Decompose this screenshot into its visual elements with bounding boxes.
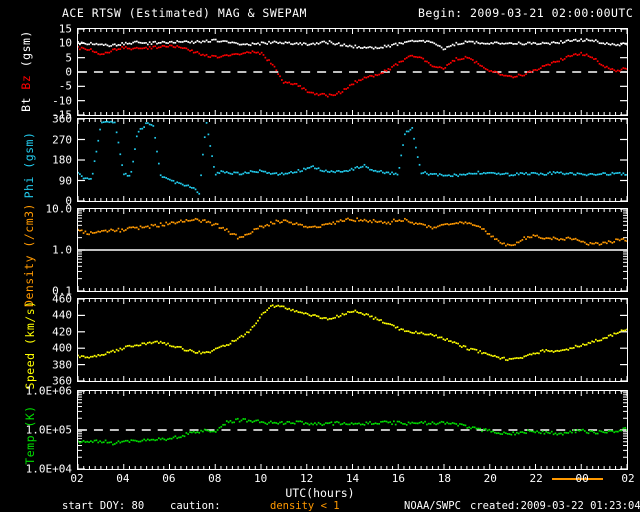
- ytick-label-mag-2: 5: [65, 51, 72, 65]
- yaxis-title-gsm: (gsm): [19, 30, 33, 68]
- ytick-label-density-0: 10.0: [45, 202, 73, 216]
- xaxis-tick-12-5: 12: [299, 472, 314, 485]
- footer-created: created:2009-03-22 01:23:04UTC: [470, 500, 640, 512]
- yaxis-title-mag: Bt Bz (gsm): [19, 21, 33, 121]
- series-phi-phi: [78, 120, 627, 195]
- ytick-label-speed-2: 420: [52, 325, 72, 339]
- ytick-label-mag-0: 15: [58, 22, 72, 36]
- ytick-label-speed-5: 360: [52, 374, 72, 388]
- panel-density: [77, 208, 628, 292]
- panel-temp: [77, 390, 628, 470]
- plot-area-speed: [78, 299, 627, 381]
- ytick-label-density-2: 0.1: [52, 284, 72, 298]
- panel-phi: [77, 118, 628, 202]
- xaxis-tick-14-6: 14: [345, 472, 360, 485]
- footer-agency: NOAA/SWPC: [404, 500, 461, 512]
- xaxis-tick-08-3: 08: [208, 472, 222, 485]
- panel-mag: [77, 28, 628, 116]
- yaxis-title-bt: Bt: [19, 97, 33, 112]
- caution-density-bar: [552, 478, 603, 480]
- ytick-label-mag-4: -5: [58, 79, 72, 93]
- ytick-label-speed-4: 380: [52, 358, 72, 372]
- xaxis-tick-02-12: 02: [621, 472, 635, 485]
- ytick-label-density-1: 1.0: [52, 243, 72, 257]
- ytick-label-phi-4: 0: [65, 194, 72, 208]
- xaxis-tick-04-1: 04: [116, 472, 130, 485]
- ytick-label-temp-1: 1.0E+05: [25, 423, 72, 437]
- ytick-label-temp-2: 1.0E+04: [25, 462, 72, 476]
- xaxis-tick-20-9: 20: [483, 472, 497, 485]
- xaxis-tick-16-7: 16: [391, 472, 406, 485]
- series-mag-bt: [78, 38, 627, 51]
- yaxis-title-bz: Bz: [19, 74, 33, 90]
- xaxis-tick-labels: 02 04 06 08 10 12 14 16 18 20 22 00 02: [70, 472, 634, 486]
- yaxis-title-temp: Temp (K): [23, 405, 37, 465]
- footer-caution-value: density < 1: [270, 500, 340, 512]
- ytick-label-speed-1: 440: [52, 308, 72, 322]
- xaxis-tick-00-11: 00: [575, 472, 589, 485]
- ytick-label-speed-0: 460: [52, 292, 72, 306]
- xaxis-title: UTC(hours): [285, 486, 355, 500]
- footer-start-doy: start DOY: 80: [62, 500, 145, 512]
- series-density-density: [78, 217, 627, 247]
- xaxis-tick-06-2: 06: [162, 472, 176, 485]
- plot-area-phi: [78, 119, 627, 201]
- xaxis-tick-02-0: 02: [70, 472, 84, 485]
- ytick-label-phi-3: 90: [58, 174, 72, 187]
- ytick-label-speed-3: 400: [52, 341, 72, 355]
- plot-area-temp: [78, 391, 627, 469]
- ytick-label-mag-1: 10: [58, 36, 72, 50]
- ytick-label-temp-0: 1.0E+06: [25, 384, 72, 398]
- xaxis-tick-18-8: 18: [437, 472, 451, 485]
- page-title: ACE RTSW (Estimated) MAG & SWEPAM: [62, 6, 307, 20]
- ytick-label-phi-1: 270: [52, 133, 72, 146]
- plot-area-density: [78, 209, 627, 291]
- series-speed-speed: [78, 304, 627, 362]
- ytick-label-phi-2: 180: [52, 153, 72, 167]
- series-mag-bz: [78, 44, 627, 98]
- series-temp-temp: [78, 417, 627, 446]
- xaxis-tick-22-10: 22: [529, 472, 543, 485]
- footer-caution-label: caution:: [170, 500, 221, 512]
- panel-speed: [77, 298, 628, 382]
- plot-area-mag: [78, 29, 627, 115]
- ytick-label-mag-3: 0: [65, 65, 72, 79]
- ytick-label-mag-5: -10: [52, 94, 72, 108]
- ytick-label-phi-0: 360: [52, 112, 72, 126]
- begin-timestamp: Begin: 2009-03-21 02:00:00UTC: [418, 6, 634, 20]
- ytick-label-mag-6: -15: [52, 108, 72, 122]
- xaxis-tick-10-4: 10: [254, 472, 268, 485]
